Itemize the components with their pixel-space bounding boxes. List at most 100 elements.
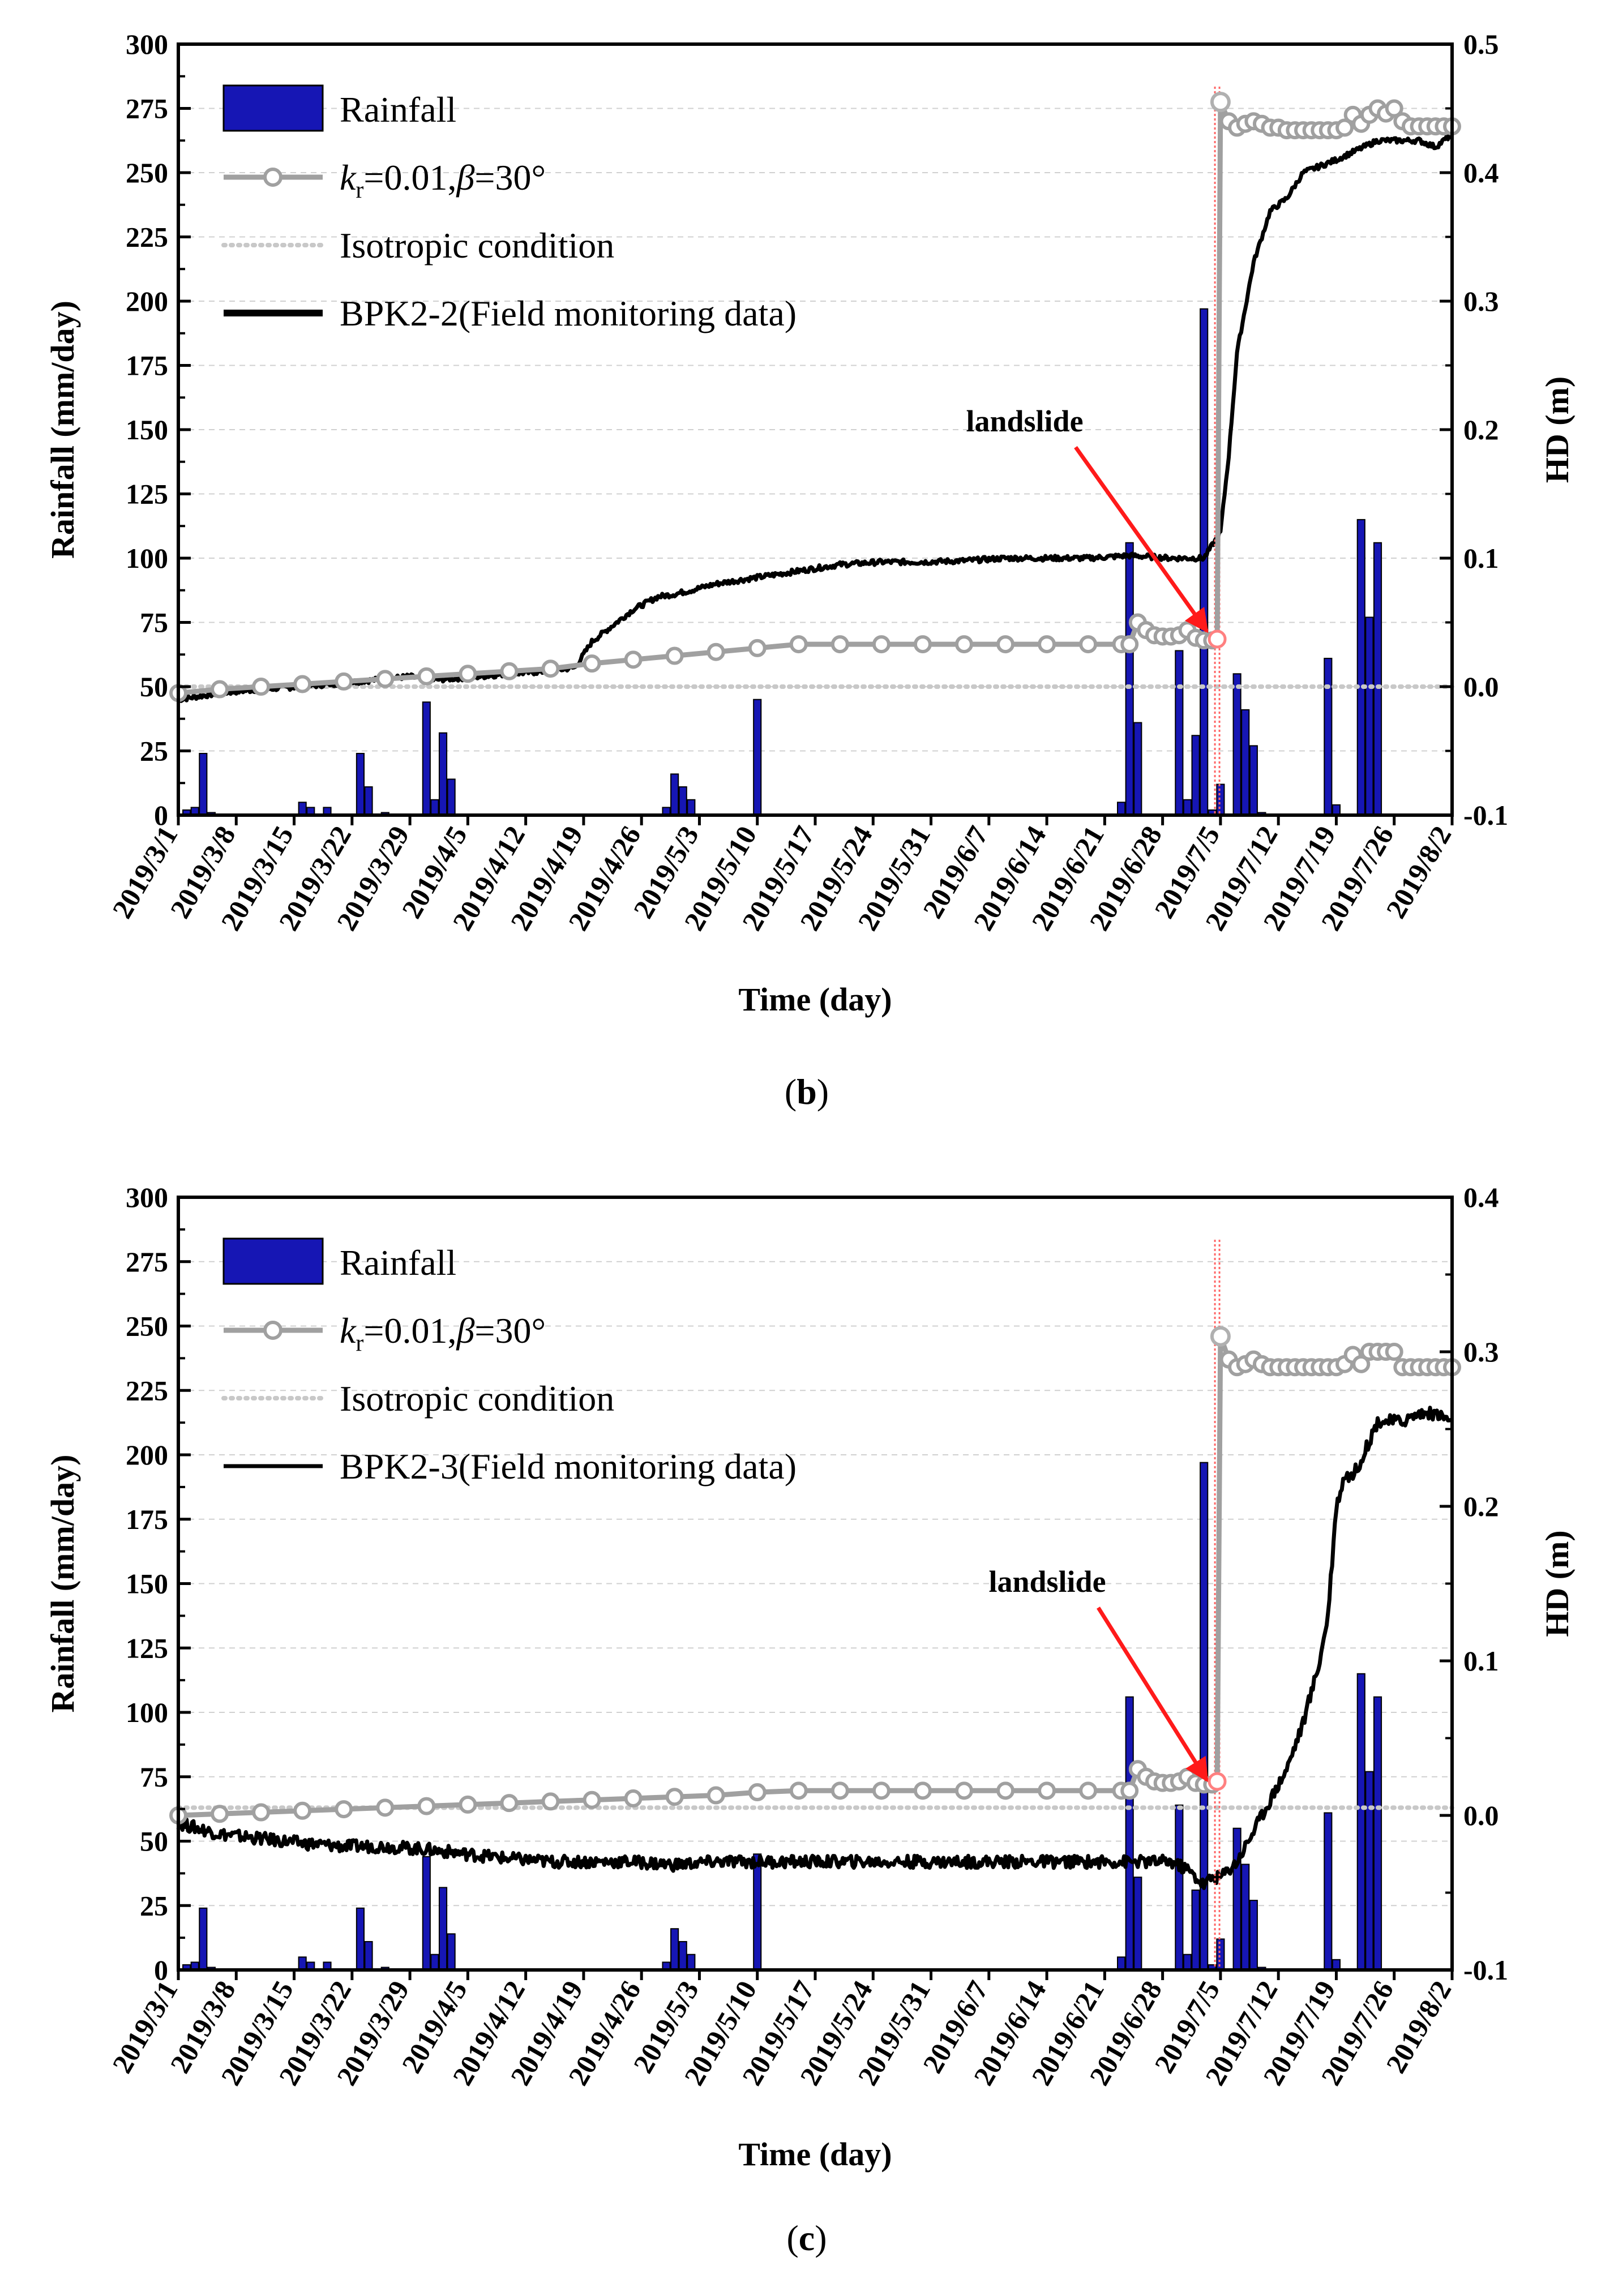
right-tick-label: 0.1 bbox=[1463, 542, 1499, 574]
left-axis-title: Rainfall (mm/day) bbox=[44, 301, 81, 559]
left-tick-label: 100 bbox=[126, 542, 168, 574]
model-point bbox=[1352, 1355, 1371, 1373]
model-point bbox=[417, 1797, 436, 1815]
model-point bbox=[748, 639, 767, 657]
peak-point bbox=[1210, 92, 1231, 113]
model-point bbox=[1079, 635, 1098, 654]
rainfall-bar bbox=[1232, 673, 1241, 816]
rainfall-bar bbox=[1216, 783, 1225, 816]
rainfall-bar bbox=[430, 799, 439, 816]
right-axis-title: HD (m) bbox=[1539, 1530, 1576, 1637]
rainfall-bar bbox=[1241, 1864, 1250, 1971]
rainfall-bar bbox=[1241, 709, 1250, 816]
legend-model-rest: =0.01, bbox=[363, 1310, 456, 1351]
rainfall-bar bbox=[753, 699, 762, 816]
model-point bbox=[335, 1800, 353, 1819]
left-tick-label: 200 bbox=[126, 1439, 168, 1471]
model-point bbox=[459, 665, 477, 683]
left-tick-label: 0 bbox=[154, 1954, 168, 1986]
model-point bbox=[376, 1798, 395, 1817]
model-point bbox=[830, 1781, 849, 1800]
left-tick-label: 25 bbox=[140, 735, 168, 767]
right-axis: -0.1 0.0 0.1 0.2 0.3 0.4 bbox=[1440, 1181, 1508, 1986]
rainfall-bar bbox=[1200, 308, 1209, 816]
left-tick-label: 250 bbox=[126, 157, 168, 189]
model-point bbox=[500, 662, 519, 680]
legend-model-k: k bbox=[340, 1310, 357, 1351]
legend-swatch-rainfall bbox=[222, 1237, 324, 1285]
legend-model-beta: β bbox=[456, 1310, 475, 1351]
model-point bbox=[707, 1786, 725, 1805]
right-tick-label: 0.0 bbox=[1463, 671, 1499, 702]
rainfall-bar bbox=[678, 1941, 687, 1971]
model-point bbox=[1385, 1343, 1403, 1361]
rainfall-bar bbox=[1175, 1804, 1184, 1971]
left-tick-label: 75 bbox=[140, 607, 168, 639]
rainfall-bar bbox=[1191, 1889, 1200, 1971]
x-axis-title: Time (day) bbox=[738, 2136, 892, 2173]
field-monitoring-line bbox=[176, 1406, 1454, 1890]
panel-caption: (c) bbox=[786, 2218, 827, 2258]
rainfall-bar bbox=[356, 1907, 365, 1971]
gridlines bbox=[178, 108, 1452, 752]
model-point bbox=[954, 635, 973, 654]
rainfall-bar bbox=[447, 1933, 456, 1971]
rainfall-bar bbox=[1356, 519, 1365, 816]
legend-model-sub: r bbox=[356, 177, 363, 203]
rainfall-bar bbox=[678, 786, 687, 816]
left-tick-label: 50 bbox=[140, 1826, 168, 1857]
rainfall-bar bbox=[1117, 1956, 1126, 1971]
rainfall-bar bbox=[753, 1853, 762, 1971]
chart-panel-c: 0 25 50 75 100 125 150 175 200 225 250 275 300 -0.1 0.… bbox=[44, 1181, 1576, 2258]
rainfall-bar bbox=[1183, 1954, 1192, 1971]
right-tick-label: -0.1 bbox=[1463, 1954, 1508, 1986]
rainfall-bars bbox=[182, 1462, 1382, 1971]
left-tick-label: 75 bbox=[140, 1761, 168, 1793]
x-axis: 2019/3/12019/3/82019/3/152019/3/222019/3… bbox=[106, 815, 1458, 936]
right-axis-title: HD (m) bbox=[1539, 376, 1576, 483]
left-tick-label: 0 bbox=[154, 799, 168, 831]
left-tick-label: 225 bbox=[126, 221, 168, 253]
model-point bbox=[583, 1790, 601, 1809]
model-point bbox=[252, 1803, 271, 1822]
rainfall-bar bbox=[430, 1954, 439, 1971]
model-point bbox=[996, 1781, 1015, 1800]
rainfall-bar bbox=[1324, 658, 1333, 816]
landslide-arrow bbox=[1097, 1607, 1209, 1783]
model-point bbox=[1038, 635, 1056, 654]
caption-letter: b bbox=[797, 1072, 817, 1112]
rainfall-bar bbox=[1373, 542, 1382, 816]
rainfall-bar bbox=[1125, 1696, 1134, 1971]
right-axis: -0.1 0.0 0.1 0.2 0.3 0.4 0.5 bbox=[1440, 28, 1508, 831]
right-tick-label: 0.0 bbox=[1463, 1800, 1499, 1831]
legend-model-beta: β bbox=[456, 157, 475, 198]
left-axis: 0 25 50 75 100 125 150 175 200 225 250 275 300 bbox=[126, 1181, 191, 1986]
peak-point bbox=[1210, 1326, 1231, 1347]
left-tick-label: 275 bbox=[126, 1246, 168, 1278]
model-point bbox=[376, 670, 395, 688]
model-point bbox=[748, 1783, 767, 1802]
left-tick-label: 175 bbox=[126, 350, 168, 382]
model-point bbox=[252, 678, 271, 696]
rainfall-bar bbox=[298, 802, 307, 816]
left-axis-title: Rainfall (mm/day) bbox=[44, 1455, 81, 1713]
rainfall-bar bbox=[1356, 1673, 1365, 1971]
caption-close: ) bbox=[815, 2218, 827, 2258]
rainfall-bar bbox=[298, 1956, 307, 1971]
legend-model-angle: =30° bbox=[474, 157, 546, 198]
rainfall-bar bbox=[447, 778, 456, 816]
rainfall-bar bbox=[438, 732, 448, 816]
rainfall-bars bbox=[182, 308, 1382, 816]
legend-label-field: BPK2-2(Field monitoring data) bbox=[340, 293, 797, 333]
chart-panel-b: 0 25 50 75 100 125 150 175 200 225 250 275 300 -0.1 0.… bbox=[44, 28, 1576, 1112]
left-tick-label: 125 bbox=[126, 1632, 168, 1664]
legend-label-rainfall: Rainfall bbox=[340, 89, 456, 130]
rainfall-bar bbox=[1216, 1938, 1225, 1971]
left-tick-label: 250 bbox=[126, 1310, 168, 1342]
rainfall-bar bbox=[687, 1954, 696, 1971]
model-point bbox=[624, 1789, 643, 1807]
model-point bbox=[583, 654, 601, 673]
model-point bbox=[789, 635, 808, 654]
rainfall-bar bbox=[1133, 1877, 1142, 1971]
left-tick-label: 25 bbox=[140, 1890, 168, 1921]
